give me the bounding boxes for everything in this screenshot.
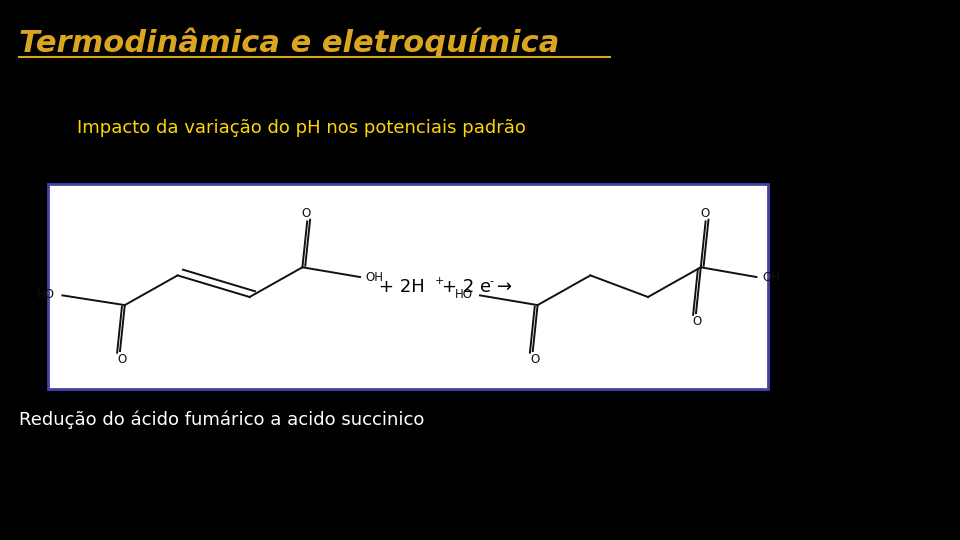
Text: →: → [497,278,513,296]
Text: O: O [301,207,311,220]
Text: OH: OH [763,271,780,284]
Bar [48,184,768,389]
Text: Redução do ácido fumárico a acido succinico: Redução do ácido fumárico a acido succin… [19,410,424,429]
Text: Impacto da variação do pH nos potenciais padrão: Impacto da variação do pH nos potenciais… [77,119,526,137]
Text: HO: HO [455,288,472,301]
Text: + 2H: + 2H [379,278,425,296]
Text: O: O [117,353,127,366]
Text: HO: HO [37,288,55,301]
Text: O: O [700,207,709,220]
Text: O: O [530,353,540,366]
Text: +: + [435,276,444,286]
Text: + 2 e: + 2 e [442,278,491,296]
Text: O: O [692,315,702,328]
Text: -: - [490,276,493,286]
Text: Termodinâmica e eletroquímica: Termodinâmica e eletroquímica [19,27,560,57]
Text: OH: OH [366,271,383,284]
